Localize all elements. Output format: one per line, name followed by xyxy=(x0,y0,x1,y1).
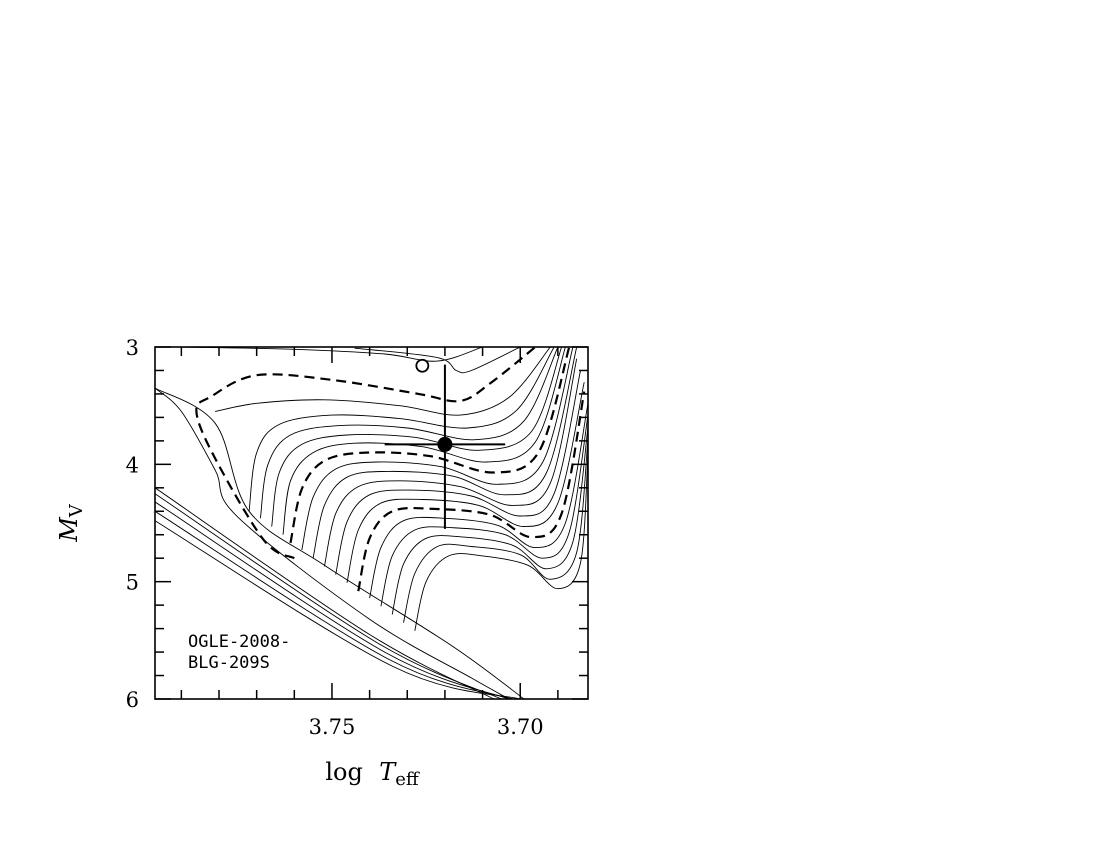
isochrone-solid-16 xyxy=(403,438,588,623)
isochrone-solid-7 xyxy=(282,347,566,535)
x-tick-label: 3.75 xyxy=(309,715,356,739)
isochrone-solid-2 xyxy=(354,347,521,374)
x-tick-label: 3.70 xyxy=(497,715,544,739)
source-star-point xyxy=(437,436,453,452)
isochrone-solid-9 xyxy=(312,347,578,559)
zams-line-2 xyxy=(155,493,502,699)
isochrone-solid-15 xyxy=(391,426,588,615)
isochrone-solid-1 xyxy=(181,347,483,362)
isochrone-solid-12 xyxy=(346,382,585,583)
y-tick-label: 6 xyxy=(126,688,139,712)
tick-labels: 3.75 3.70 3 4 5 6 xyxy=(126,336,544,739)
zams-line-6 xyxy=(155,387,510,699)
zams-line-3 xyxy=(155,501,510,699)
isochrone-solid-11 xyxy=(335,370,581,575)
isochrone-solid-17 xyxy=(414,452,588,632)
open-circle-point xyxy=(415,358,430,373)
y-tick-label: 3 xyxy=(126,336,139,360)
annotation-line-2: BLG-209S xyxy=(188,653,270,673)
x-axis-title: log Teff xyxy=(325,758,420,790)
y-axis-title: MV xyxy=(55,503,87,543)
y-tick-label: 4 xyxy=(126,453,139,477)
isochrone-solid-13 xyxy=(369,403,588,599)
isochrone-solid-14 xyxy=(380,415,588,607)
isochrone-solid-4 xyxy=(248,347,555,512)
plot-frame xyxy=(154,346,589,700)
isochrone-solid-6 xyxy=(271,347,563,527)
isochrone-dashed-1 xyxy=(195,347,536,560)
isochrone-solid-5 xyxy=(259,347,559,519)
isochrone-solid-3 xyxy=(215,347,551,416)
isochrone-dashed-2 xyxy=(289,347,571,544)
axis-ticks xyxy=(155,346,588,700)
zams-line-5 xyxy=(155,520,521,699)
isochrone-solid-8 xyxy=(301,347,574,551)
data-points xyxy=(384,358,506,529)
annotation-line-1: OGLE-2008- xyxy=(188,632,290,652)
zams-line-7 xyxy=(155,387,525,699)
isochrone-dashed-3 xyxy=(357,391,586,592)
y-tick-label: 5 xyxy=(126,571,139,595)
zams-line-4 xyxy=(155,510,513,699)
